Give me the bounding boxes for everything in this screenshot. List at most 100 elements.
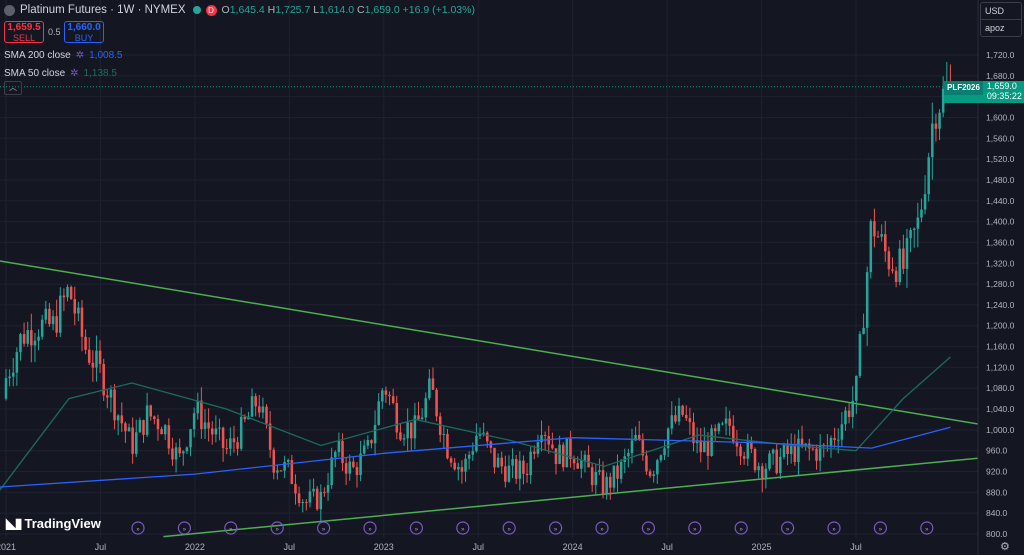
event-marker-icon[interactable]	[827, 521, 841, 535]
price-tick-label: 1,000.0	[986, 425, 1015, 435]
event-marker-icon[interactable]	[780, 521, 795, 535]
candle-body	[62, 295, 66, 298]
event-marker-icon[interactable]	[224, 521, 238, 535]
time-tick-label: 2022	[185, 542, 205, 552]
event-marker-icon[interactable]	[363, 521, 377, 535]
candle-body	[467, 454, 471, 459]
candle-body	[504, 466, 507, 482]
chart-settings-icon[interactable]: ⚙	[1000, 541, 1010, 553]
candle-body	[543, 435, 547, 437]
candle-body	[576, 463, 579, 469]
indicator-sma50[interactable]: SMA 50 close ✲ 1,138.5	[4, 67, 117, 79]
collapse-legend-button[interactable]: ︿	[4, 81, 22, 95]
candle-body	[496, 457, 500, 468]
price-tick-label: 1,400.0	[986, 217, 1015, 227]
indicator-sma200[interactable]: SMA 200 close ✲ 1,008.5	[4, 49, 123, 61]
candle-body	[648, 471, 652, 476]
candle-body	[916, 217, 920, 229]
event-marker-icon[interactable]	[595, 521, 609, 535]
candle-body	[514, 459, 518, 479]
price-tick-label: 920.0	[986, 467, 1008, 477]
candle-body	[420, 417, 424, 420]
event-marker-icon[interactable]	[688, 521, 702, 535]
candle-body	[797, 438, 800, 462]
event-marker-icon[interactable]	[502, 521, 516, 535]
event-marker-glyph: »	[879, 527, 883, 533]
candle-body	[192, 413, 196, 430]
settings-icon[interactable]: ✲	[70, 67, 79, 79]
candle-body	[138, 420, 142, 433]
event-marker-icon[interactable]	[548, 521, 563, 535]
candle-body	[286, 460, 290, 462]
candle-body	[200, 400, 203, 429]
candle-body	[471, 451, 475, 455]
event-marker-icon[interactable]	[131, 521, 145, 535]
price-tick-label: 1,240.0	[986, 300, 1015, 310]
candle-body	[391, 396, 395, 404]
event-marker-icon[interactable]	[734, 521, 748, 535]
candle-body	[818, 444, 822, 461]
candle-body	[301, 502, 304, 504]
event-marker-icon[interactable]	[641, 521, 656, 535]
candle-body	[706, 441, 710, 456]
event-marker-icon[interactable]	[317, 521, 331, 535]
event-marker-glyph: »	[183, 527, 187, 533]
event-marker-icon[interactable]	[456, 521, 470, 535]
candle-body	[417, 415, 420, 420]
candle-body	[598, 470, 601, 473]
event-marker-icon[interactable]	[409, 521, 423, 535]
candle-body	[677, 405, 681, 422]
candle-body	[739, 446, 742, 457]
candle-body	[203, 422, 207, 429]
candle-body	[145, 405, 149, 435]
time-tick-label: 2023	[374, 542, 394, 552]
sell-button[interactable]: 1,659.5 SELL	[4, 21, 44, 43]
candle-body	[728, 418, 731, 426]
price-tick-label: 1,520.0	[986, 154, 1015, 164]
candle-body	[142, 420, 145, 435]
candle-body	[30, 330, 33, 346]
candle-body	[887, 251, 891, 270]
buy-button[interactable]: 1,660.0 BUY	[64, 21, 104, 43]
event-marker-glyph: »	[554, 527, 558, 533]
candle-body	[507, 465, 511, 482]
event-marker-icon[interactable]	[177, 521, 191, 535]
candle-body	[561, 444, 565, 468]
candles	[4, 61, 952, 522]
time-tick-label: Jul	[850, 542, 862, 552]
candle-body	[681, 405, 684, 415]
event-marker-glyph: »	[415, 527, 419, 533]
symbol-title[interactable]: Platinum Futures · 1W · NYMEX	[20, 4, 186, 16]
event-marker-icon[interactable]	[873, 521, 888, 535]
settings-icon[interactable]: ✲	[75, 49, 85, 61]
candle-body	[666, 428, 670, 449]
candle-body	[428, 378, 431, 399]
candle-body	[684, 414, 688, 419]
event-marker-icon[interactable]	[920, 521, 934, 535]
price-tick-label: 1,320.0	[986, 258, 1015, 268]
candle-body	[66, 287, 69, 298]
event-marker-icon[interactable]	[270, 521, 284, 535]
candle-body	[315, 488, 319, 510]
candle-body	[540, 435, 543, 443]
event-marker-glyph: »	[925, 527, 929, 533]
candle-body	[905, 238, 909, 269]
candle-body	[239, 416, 243, 449]
candle-body	[876, 236, 880, 238]
currency-sub[interactable]: apoz	[981, 19, 1021, 36]
candle-body	[435, 389, 438, 417]
candle-body	[732, 425, 735, 442]
trade-panel: 1,659.5 SELL 0.5 1,660.0 BUY	[4, 21, 475, 43]
sma50-line	[0, 356, 951, 491]
candle-body	[51, 316, 55, 325]
candle-body	[87, 349, 91, 363]
candle-body	[529, 451, 532, 476]
candle-body	[366, 440, 370, 446]
tradingview-logo[interactable]: ◣▮ TradingView	[6, 515, 101, 531]
currency-selector[interactable]: USD apoz	[980, 2, 1022, 37]
currency-code[interactable]: USD	[985, 6, 1005, 16]
candle-body	[565, 438, 569, 468]
candle-body	[475, 435, 478, 452]
candle-body	[478, 433, 482, 436]
